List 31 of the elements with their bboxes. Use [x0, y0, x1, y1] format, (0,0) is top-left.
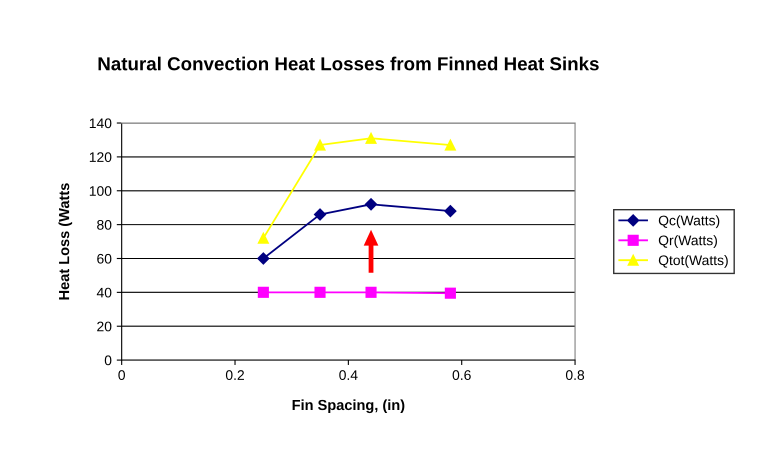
point: [365, 132, 377, 144]
legend-label: Qtot(Watts): [658, 254, 728, 268]
x-tick-label: 0.8: [566, 370, 584, 380]
x-tick-label: 0.6: [452, 370, 471, 380]
y-tick-label: 60: [97, 254, 112, 264]
point: [314, 208, 326, 221]
y-tick-label: 120: [90, 152, 112, 162]
legend-label: Qc(Watts): [658, 215, 720, 228]
chart-title: Natural Convection Heat Losses from Finned Heat Sinks: [98, 56, 599, 70]
y-tick-label: 40: [96, 288, 112, 298]
x-tick-label: 0.2: [226, 370, 244, 380]
y-tick-label: 20: [97, 322, 112, 332]
y-tick-label: 0: [104, 355, 112, 366]
x-tick-label: 0: [118, 370, 125, 380]
y-tick-label: 100: [90, 186, 112, 196]
legend-label: Qr(Watts): [658, 235, 717, 248]
point: [365, 286, 377, 298]
y-axis-title: Heat Loss (Watts: [58, 183, 72, 300]
point: [364, 198, 378, 210]
y-tick-label: 140: [90, 118, 112, 128]
point: [444, 139, 456, 151]
x-tick-label: 0.4: [339, 370, 358, 380]
y-tick-label: 80: [97, 220, 112, 230]
point: [444, 204, 456, 218]
point: [444, 288, 456, 299]
point: [314, 286, 326, 298]
point: [314, 139, 326, 151]
point: [258, 232, 269, 244]
point: [257, 252, 270, 265]
x-axis-title: Fin Spacing, (in): [292, 399, 404, 414]
point: [258, 286, 269, 298]
